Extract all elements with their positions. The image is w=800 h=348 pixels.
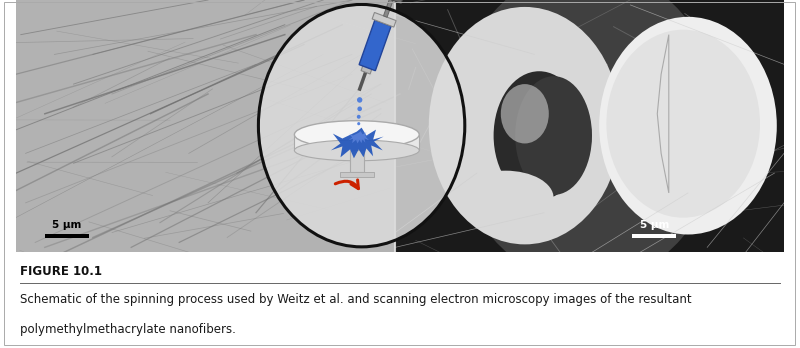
Text: Schematic of the spinning process used by Weitz et al. and scanning electron mic: Schematic of the spinning process used b… <box>20 293 692 306</box>
Ellipse shape <box>294 140 419 161</box>
Polygon shape <box>361 63 373 74</box>
Bar <box>294 135 419 150</box>
FancyArrowPatch shape <box>335 180 358 189</box>
Ellipse shape <box>501 84 549 143</box>
Bar <box>16 0 395 252</box>
Bar <box>339 172 374 177</box>
Polygon shape <box>372 13 396 27</box>
Bar <box>632 234 677 238</box>
Polygon shape <box>348 131 370 143</box>
Bar <box>350 150 363 172</box>
Bar <box>45 234 89 238</box>
Polygon shape <box>382 0 403 3</box>
Circle shape <box>357 122 360 125</box>
Circle shape <box>357 115 361 119</box>
Ellipse shape <box>599 17 777 235</box>
Polygon shape <box>331 128 384 158</box>
Text: FIGURE 10.1: FIGURE 10.1 <box>20 265 102 278</box>
Text: 5 μm: 5 μm <box>640 220 669 230</box>
Ellipse shape <box>458 171 554 225</box>
Ellipse shape <box>453 0 722 284</box>
Ellipse shape <box>606 30 760 218</box>
Text: polymethylmethacrylate nanofibers.: polymethylmethacrylate nanofibers. <box>20 323 236 336</box>
Ellipse shape <box>429 7 621 244</box>
Ellipse shape <box>494 71 585 200</box>
Polygon shape <box>359 20 391 71</box>
Ellipse shape <box>258 5 465 247</box>
Bar <box>395 0 784 252</box>
Text: 5 μm: 5 μm <box>52 220 82 230</box>
Circle shape <box>358 106 362 111</box>
Ellipse shape <box>515 76 592 195</box>
Polygon shape <box>383 0 393 17</box>
Circle shape <box>357 97 362 103</box>
Ellipse shape <box>294 121 419 148</box>
